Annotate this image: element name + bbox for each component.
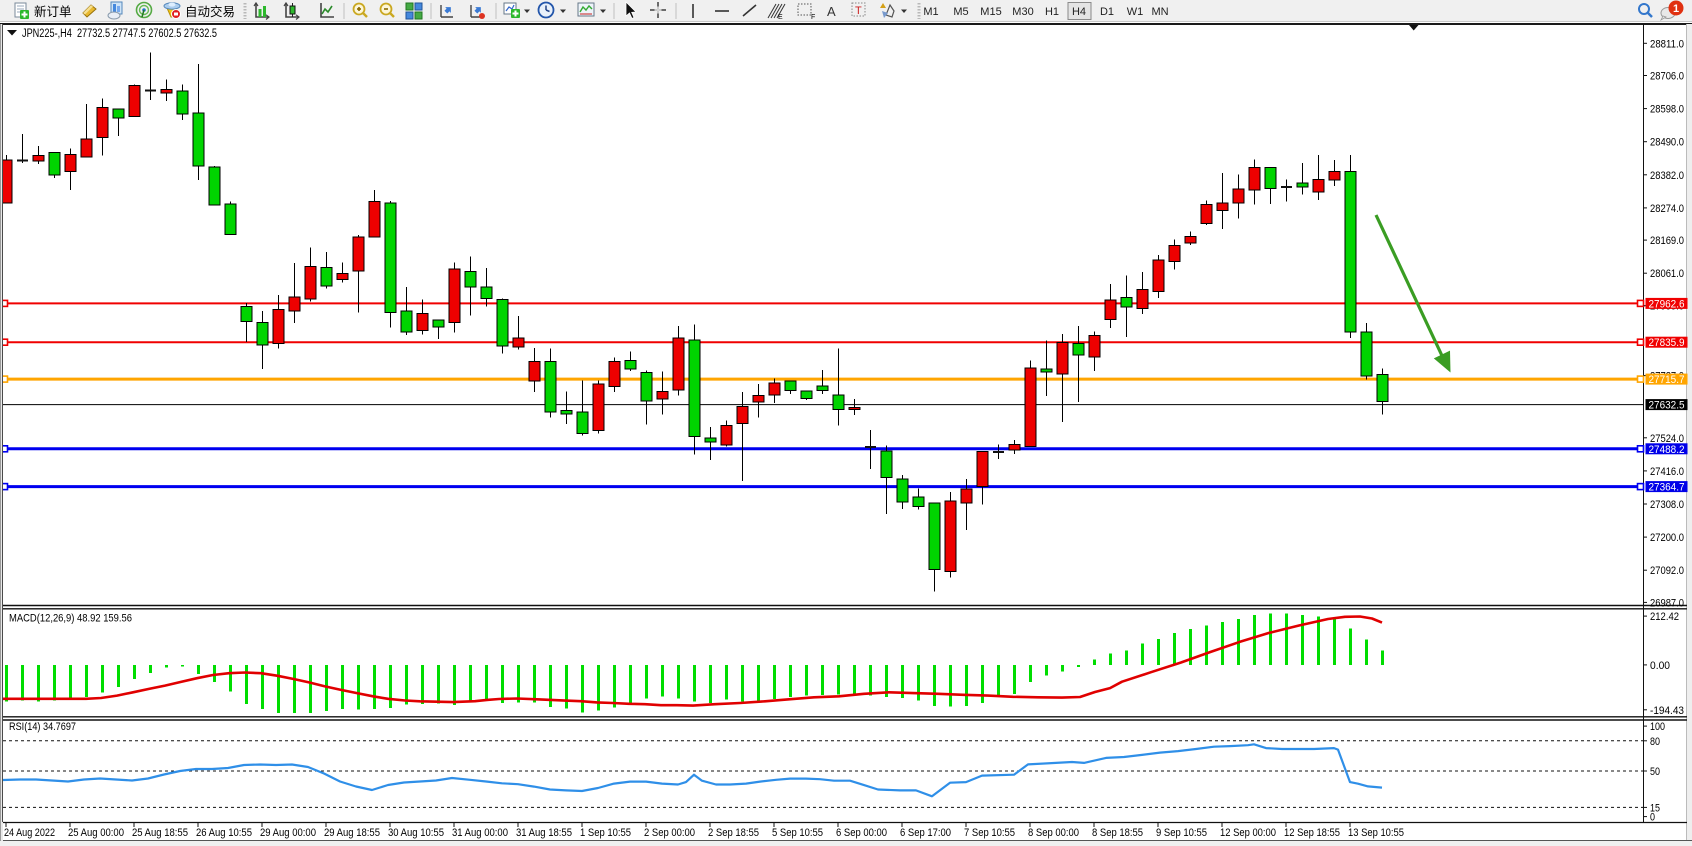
svg-text:7 Sep 10:55: 7 Sep 10:55 — [964, 827, 1015, 839]
svg-text:50: 50 — [1650, 766, 1660, 778]
svg-text:1 Sep 10:55: 1 Sep 10:55 — [580, 827, 631, 839]
svg-text:31 Aug 00:00: 31 Aug 00:00 — [452, 827, 508, 839]
svg-text:8 Sep 18:55: 8 Sep 18:55 — [1092, 827, 1143, 839]
svg-text:28274.0: 28274.0 — [1650, 203, 1684, 215]
svg-text:T: T — [855, 5, 862, 17]
svg-text:28061.0: 28061.0 — [1650, 268, 1684, 280]
svg-text:28598.0: 28598.0 — [1650, 104, 1684, 116]
svg-text:24 Aug 2022: 24 Aug 2022 — [4, 827, 55, 839]
svg-text:13 Sep 10:55: 13 Sep 10:55 — [1348, 827, 1404, 839]
svg-text:2 Sep 18:55: 2 Sep 18:55 — [708, 827, 759, 839]
svg-text:26987.0: 26987.0 — [1650, 597, 1684, 609]
svg-text:100: 100 — [1650, 721, 1665, 733]
svg-text:27364.7: 27364.7 — [1649, 482, 1685, 494]
svg-text:27092.0: 27092.0 — [1650, 565, 1684, 577]
svg-text:MACD(12,26,9) 48.92 159.56: MACD(12,26,9) 48.92 159.56 — [9, 613, 132, 625]
svg-text:-194.43: -194.43 — [1650, 705, 1684, 717]
svg-text:25 Aug 18:55: 25 Aug 18:55 — [132, 827, 188, 839]
svg-text:28490.0: 28490.0 — [1650, 137, 1684, 149]
svg-text:新订单: 新订单 — [34, 4, 72, 19]
svg-text:12 Sep 18:55: 12 Sep 18:55 — [1284, 827, 1340, 839]
svg-text:27715.7: 27715.7 — [1649, 374, 1685, 386]
svg-text:6 Sep 00:00: 6 Sep 00:00 — [836, 827, 887, 839]
svg-text:RSI(14) 34.7697: RSI(14) 34.7697 — [9, 721, 76, 733]
svg-text:27632.5: 27632.5 — [1649, 400, 1685, 412]
svg-text:W1: W1 — [1127, 6, 1144, 18]
svg-text:2 Sep 00:00: 2 Sep 00:00 — [644, 827, 695, 839]
svg-text:15: 15 — [1650, 802, 1660, 814]
svg-text:29 Aug 00:00: 29 Aug 00:00 — [260, 827, 316, 839]
svg-text:27962.6: 27962.6 — [1649, 298, 1685, 310]
svg-text:31 Aug 18:55: 31 Aug 18:55 — [516, 827, 572, 839]
svg-text:自动交易: 自动交易 — [185, 4, 235, 19]
svg-text:28811.0: 28811.0 — [1650, 38, 1684, 50]
svg-text:MN: MN — [1151, 6, 1168, 18]
svg-text:5 Sep 10:55: 5 Sep 10:55 — [772, 827, 823, 839]
svg-text:26 Aug 10:55: 26 Aug 10:55 — [196, 827, 252, 839]
svg-text:F: F — [811, 14, 815, 21]
svg-text:12 Sep 00:00: 12 Sep 00:00 — [1220, 827, 1276, 839]
svg-text:0.00: 0.00 — [1650, 660, 1670, 672]
svg-text:D1: D1 — [1100, 6, 1114, 18]
svg-text:30 Aug 10:55: 30 Aug 10:55 — [388, 827, 444, 839]
svg-text:A: A — [827, 4, 836, 19]
svg-text:29 Aug 18:55: 29 Aug 18:55 — [324, 827, 380, 839]
svg-text:28169.0: 28169.0 — [1650, 235, 1684, 247]
svg-text:H4: H4 — [1072, 6, 1086, 18]
svg-text:0: 0 — [1650, 812, 1655, 824]
svg-text:M15: M15 — [980, 6, 1001, 18]
svg-text:8 Sep 00:00: 8 Sep 00:00 — [1028, 827, 1079, 839]
svg-text:6 Sep 17:00: 6 Sep 17:00 — [900, 827, 951, 839]
svg-text:27416.0: 27416.0 — [1650, 466, 1684, 478]
svg-text:M30: M30 — [1012, 6, 1033, 18]
svg-text:27308.0: 27308.0 — [1650, 499, 1684, 511]
svg-text:JPN225-,H4 27732.5 27747.5 27: JPN225-,H4 27732.5 27747.5 27602.5 27632… — [22, 28, 217, 40]
svg-text:212.42: 212.42 — [1650, 611, 1679, 623]
svg-text:25 Aug 00:00: 25 Aug 00:00 — [68, 827, 124, 839]
svg-text:1: 1 — [1673, 3, 1679, 15]
svg-text:27524.0: 27524.0 — [1650, 433, 1684, 445]
svg-text:27835.9: 27835.9 — [1649, 337, 1685, 349]
svg-text:M1: M1 — [923, 6, 938, 18]
svg-text:E: E — [778, 14, 783, 21]
svg-text:80: 80 — [1650, 736, 1660, 748]
svg-text:M5: M5 — [953, 6, 968, 18]
svg-text:27488.2: 27488.2 — [1649, 444, 1685, 456]
svg-text:28706.0: 28706.0 — [1650, 71, 1684, 83]
svg-text:H1: H1 — [1045, 6, 1059, 18]
svg-text:9 Sep 10:55: 9 Sep 10:55 — [1156, 827, 1207, 839]
svg-text:27200.0: 27200.0 — [1650, 532, 1684, 544]
svg-text:28382.0: 28382.0 — [1650, 170, 1684, 182]
